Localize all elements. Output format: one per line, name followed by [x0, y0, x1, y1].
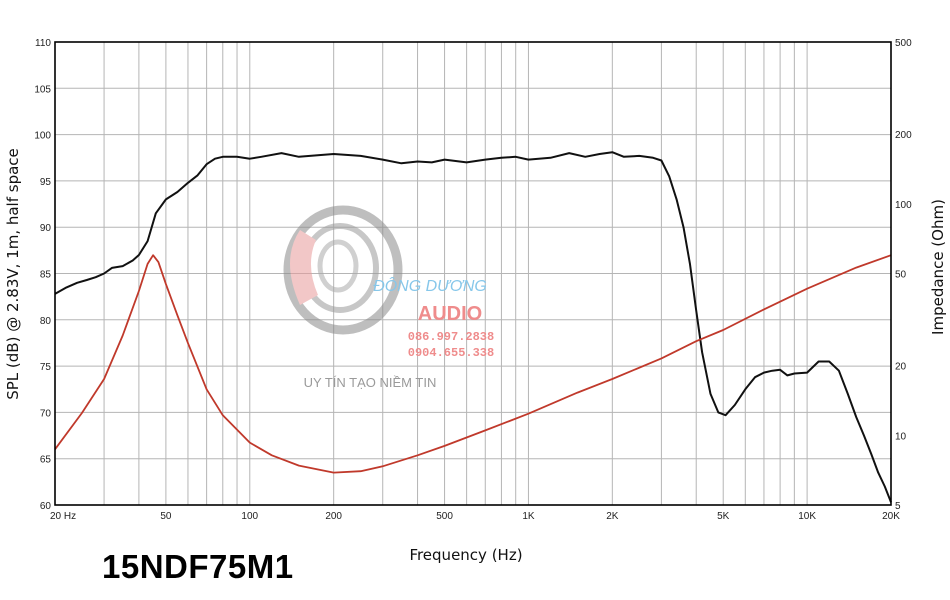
x-tick-label: 50 [160, 511, 172, 522]
impedance-curve [54, 254, 892, 474]
x-tick-label: 10K [798, 511, 816, 522]
watermark-sub: AUDIO [418, 303, 482, 325]
x-axis-title: Frequency (Hz) [409, 546, 522, 564]
x-tick-label: 500 [436, 511, 453, 522]
y-tick-label: 85 [40, 270, 52, 281]
spl-curve [54, 151, 892, 503]
y2-tick-label: 100 [895, 200, 912, 211]
y2-axis-title: Impedance (Ohm) [929, 199, 947, 335]
grid [55, 42, 891, 505]
model-label: 15NDF75M1 [102, 548, 294, 585]
y-tick-label: 95 [40, 177, 52, 188]
watermark-tagline: UY TÍN TẠO NIỀM TIN [304, 375, 437, 390]
y2-tick-label: 200 [895, 130, 912, 141]
y2-tick-label: 10 [895, 431, 907, 442]
x-tick-label: 20 Hz [50, 511, 76, 522]
y-tick-label: 60 [40, 501, 52, 512]
y2-tick-label: 500 [895, 38, 912, 49]
y-tick-label: 110 [35, 38, 51, 49]
x-tick-label: 2K [606, 511, 619, 522]
y2-tick-label: 20 [895, 362, 907, 373]
y2-tick-label: 5 [895, 501, 901, 512]
watermark-brand: ĐÔNG DƯƠNG [373, 276, 487, 295]
watermark-phone-2: 0904.655.338 [408, 346, 494, 360]
y-tick-label: 100 [34, 131, 51, 142]
curves [54, 151, 892, 503]
y-tick-label: 90 [40, 223, 52, 234]
x-tick-label: 100 [241, 511, 258, 522]
y-tick-label: 70 [40, 408, 52, 419]
x-tick-label: 5K [717, 511, 730, 522]
x-tick-label: 1K [522, 511, 535, 522]
x-tick-label: 20K [882, 511, 900, 522]
tick-labels: 20 Hz 50 100 200 500 1K 2K 5K 10K 20K 60 65 70 75 80 85… [34, 38, 912, 522]
y-tick-label: 75 [40, 362, 52, 373]
plot-frame [54, 41, 892, 506]
y-tick-label: 105 [34, 84, 51, 95]
y-tick-label: 65 [40, 455, 52, 466]
y-axis-title: SPL (dB) @ 2.83V, 1m, half space [4, 148, 22, 400]
watermark-logo [283, 205, 403, 335]
x-tick-label: 200 [325, 511, 342, 522]
y2-tick-label: 50 [895, 270, 907, 281]
y-tick-label: 80 [40, 316, 52, 327]
watermark-phone-1: 086.997.2838 [408, 330, 494, 344]
